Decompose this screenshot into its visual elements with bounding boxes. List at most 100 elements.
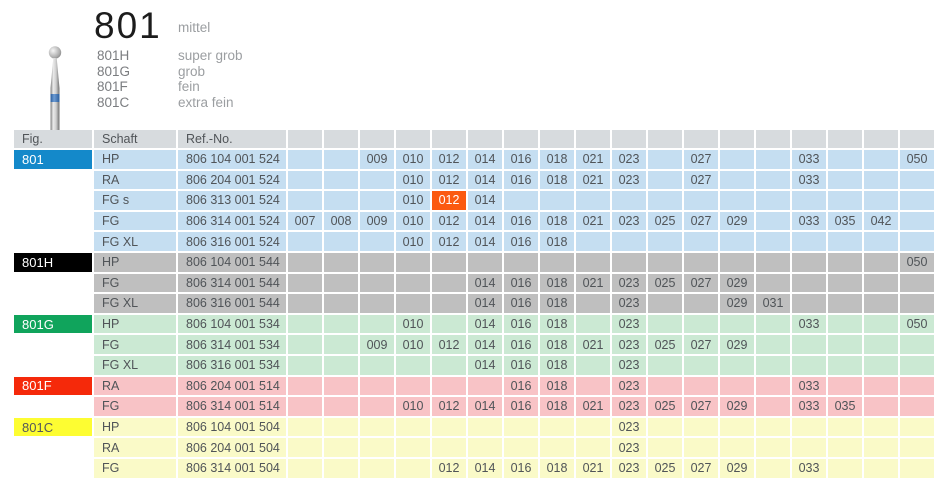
size-cell[interactable]: 018 [540, 335, 574, 354]
size-cell[interactable]: 018 [540, 211, 574, 231]
size-cell[interactable]: 016 [504, 397, 538, 416]
size-cell[interactable]: 010 [396, 170, 430, 190]
size-cell[interactable]: 021 [576, 458, 610, 478]
size-cell[interactable]: 014 [468, 211, 502, 231]
size-cell[interactable]: 025 [648, 397, 682, 416]
size-cell[interactable]: 029 [720, 211, 754, 231]
size-cell[interactable]: 035 [828, 211, 862, 231]
size-cell[interactable]: 033 [792, 170, 826, 190]
size-cell[interactable]: 014 [468, 273, 502, 293]
size-cell[interactable]: 018 [540, 314, 574, 334]
size-cell[interactable]: 029 [720, 397, 754, 416]
size-cell[interactable]: 010 [396, 191, 430, 210]
size-cell[interactable]: 021 [576, 150, 610, 169]
size-cell[interactable]: 018 [540, 232, 574, 251]
size-cell[interactable]: 016 [504, 355, 538, 375]
size-cell[interactable]: 042 [864, 211, 898, 231]
size-cell[interactable]: 016 [504, 314, 538, 334]
size-cell[interactable]: 050 [900, 314, 934, 334]
size-cell[interactable]: 012 [432, 150, 466, 169]
size-cell[interactable]: 010 [396, 335, 430, 354]
size-cell[interactable]: 023 [612, 397, 646, 416]
size-cell[interactable]: 016 [504, 458, 538, 478]
size-cell[interactable]: 016 [504, 170, 538, 190]
size-cell[interactable]: 012 [432, 397, 466, 416]
size-cell[interactable]: 012 [432, 232, 466, 251]
size-cell[interactable]: 027 [684, 150, 718, 169]
size-cell[interactable]: 031 [756, 294, 790, 313]
size-cell[interactable]: 018 [540, 355, 574, 375]
size-cell[interactable]: 009 [360, 150, 394, 169]
size-cell[interactable]: 027 [684, 273, 718, 293]
size-cell[interactable]: 014 [468, 170, 502, 190]
size-cell[interactable]: 018 [540, 376, 574, 396]
size-cell[interactable]: 023 [612, 335, 646, 354]
size-cell[interactable]: 025 [648, 458, 682, 478]
size-cell[interactable]: 023 [612, 170, 646, 190]
size-cell-highlighted[interactable]: 012 [432, 191, 466, 210]
size-cell[interactable]: 023 [612, 355, 646, 375]
size-cell[interactable]: 012 [432, 211, 466, 231]
size-cell[interactable]: 033 [792, 150, 826, 169]
size-cell[interactable]: 027 [684, 335, 718, 354]
size-cell[interactable]: 023 [612, 417, 646, 437]
size-cell[interactable]: 010 [396, 232, 430, 251]
size-cell[interactable]: 014 [468, 314, 502, 334]
size-cell[interactable]: 016 [504, 150, 538, 169]
size-cell[interactable]: 014 [468, 335, 502, 354]
size-cell[interactable]: 023 [612, 458, 646, 478]
size-cell[interactable]: 018 [540, 170, 574, 190]
size-cell[interactable]: 018 [540, 294, 574, 313]
size-cell[interactable]: 021 [576, 273, 610, 293]
size-cell[interactable]: 027 [684, 458, 718, 478]
size-cell[interactable]: 023 [612, 211, 646, 231]
size-cell[interactable]: 023 [612, 150, 646, 169]
size-cell[interactable]: 033 [792, 458, 826, 478]
size-cell[interactable]: 027 [684, 170, 718, 190]
size-cell[interactable]: 023 [612, 314, 646, 334]
size-cell[interactable]: 014 [468, 191, 502, 210]
size-cell[interactable]: 009 [360, 211, 394, 231]
size-cell[interactable]: 033 [792, 314, 826, 334]
size-cell[interactable]: 018 [540, 273, 574, 293]
size-cell[interactable]: 025 [648, 335, 682, 354]
size-cell[interactable]: 033 [792, 211, 826, 231]
size-cell[interactable]: 027 [684, 397, 718, 416]
size-cell[interactable]: 014 [468, 232, 502, 251]
size-cell[interactable]: 016 [504, 376, 538, 396]
size-cell[interactable]: 033 [792, 397, 826, 416]
size-cell[interactable]: 025 [648, 273, 682, 293]
size-cell[interactable]: 008 [324, 211, 358, 231]
size-cell[interactable]: 050 [900, 252, 934, 272]
size-cell[interactable]: 009 [360, 335, 394, 354]
size-cell[interactable]: 029 [720, 294, 754, 313]
size-cell[interactable]: 010 [396, 397, 430, 416]
size-cell[interactable]: 023 [612, 438, 646, 457]
size-cell[interactable]: 014 [468, 458, 502, 478]
size-cell[interactable]: 018 [540, 458, 574, 478]
size-cell[interactable]: 021 [576, 335, 610, 354]
size-cell[interactable]: 023 [612, 294, 646, 313]
size-cell[interactable]: 016 [504, 335, 538, 354]
size-cell[interactable]: 010 [396, 150, 430, 169]
size-cell[interactable]: 016 [504, 294, 538, 313]
size-cell[interactable]: 021 [576, 170, 610, 190]
size-cell[interactable]: 027 [684, 211, 718, 231]
size-cell[interactable]: 021 [576, 211, 610, 231]
size-cell[interactable]: 010 [396, 211, 430, 231]
size-cell[interactable]: 012 [432, 458, 466, 478]
size-cell[interactable]: 016 [504, 273, 538, 293]
size-cell[interactable]: 010 [396, 314, 430, 334]
size-cell[interactable]: 021 [576, 397, 610, 416]
size-cell[interactable]: 014 [468, 397, 502, 416]
size-cell[interactable]: 018 [540, 150, 574, 169]
size-cell[interactable]: 025 [648, 211, 682, 231]
size-cell[interactable]: 050 [900, 150, 934, 169]
size-cell[interactable]: 029 [720, 273, 754, 293]
size-cell[interactable]: 029 [720, 335, 754, 354]
size-cell[interactable]: 014 [468, 150, 502, 169]
size-cell[interactable]: 014 [468, 294, 502, 313]
size-cell[interactable]: 014 [468, 355, 502, 375]
size-cell[interactable]: 012 [432, 170, 466, 190]
size-cell[interactable]: 012 [432, 335, 466, 354]
